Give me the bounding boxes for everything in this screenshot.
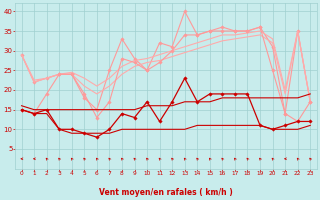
X-axis label: Vent moyen/en rafales ( km/h ): Vent moyen/en rafales ( km/h )	[99, 188, 233, 197]
